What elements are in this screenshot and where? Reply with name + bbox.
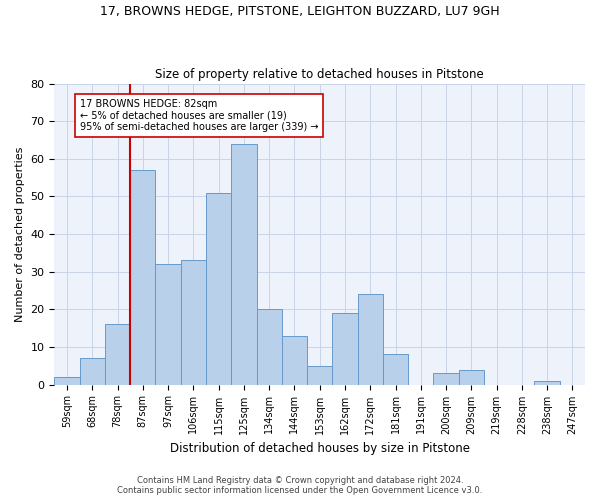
- Bar: [206, 192, 231, 384]
- Bar: [433, 374, 458, 384]
- Bar: [383, 354, 408, 384]
- Bar: [155, 264, 181, 384]
- Bar: [458, 370, 484, 384]
- Bar: [231, 144, 257, 384]
- Y-axis label: Number of detached properties: Number of detached properties: [15, 146, 25, 322]
- Bar: [282, 336, 307, 384]
- Bar: [358, 294, 383, 384]
- Bar: [130, 170, 155, 384]
- Bar: [535, 381, 560, 384]
- Bar: [80, 358, 105, 384]
- Bar: [181, 260, 206, 384]
- Bar: [257, 310, 282, 384]
- X-axis label: Distribution of detached houses by size in Pitstone: Distribution of detached houses by size …: [170, 442, 470, 455]
- Text: 17 BROWNS HEDGE: 82sqm
← 5% of detached houses are smaller (19)
95% of semi-deta: 17 BROWNS HEDGE: 82sqm ← 5% of detached …: [80, 98, 318, 132]
- Text: Contains HM Land Registry data © Crown copyright and database right 2024.
Contai: Contains HM Land Registry data © Crown c…: [118, 476, 482, 495]
- Text: 17, BROWNS HEDGE, PITSTONE, LEIGHTON BUZZARD, LU7 9GH: 17, BROWNS HEDGE, PITSTONE, LEIGHTON BUZ…: [100, 5, 500, 18]
- Bar: [105, 324, 130, 384]
- Bar: [307, 366, 332, 384]
- Bar: [332, 313, 358, 384]
- Title: Size of property relative to detached houses in Pitstone: Size of property relative to detached ho…: [155, 68, 484, 81]
- Bar: [55, 377, 80, 384]
